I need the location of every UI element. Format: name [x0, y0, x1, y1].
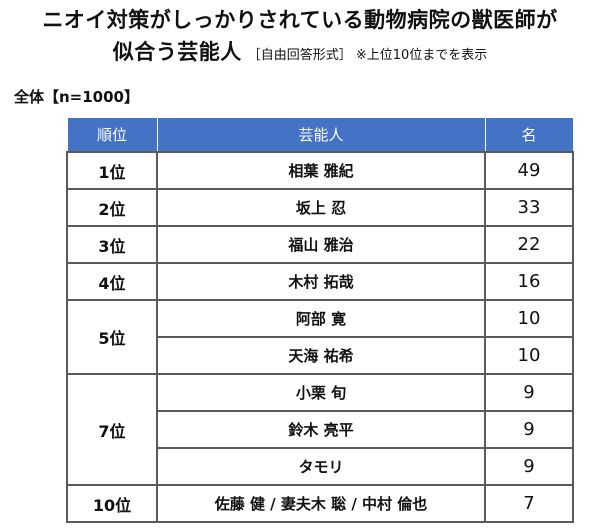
header-row: 順位 芸能人 名	[66, 117, 574, 153]
celebrity-cell: 佐藤 健 / 妻夫木 聡 / 中村 倫也	[156, 484, 486, 523]
count-cell: 9	[484, 447, 574, 486]
rank-cell: 5位	[66, 299, 158, 375]
rank-cell: 4位	[66, 262, 158, 301]
count-cell: 16	[484, 262, 574, 301]
title-main: 似合う芸能人	[112, 40, 242, 64]
header-rank: 順位	[66, 117, 158, 153]
title-note: ［自由回答形式］ ※上位10位までを表示	[247, 48, 488, 63]
table-row: 2位 坂上 忍 33	[66, 188, 574, 227]
celebrity-cell: 木村 拓哉	[156, 262, 486, 301]
celebrity-cell: 相葉 雅紀	[156, 151, 486, 190]
table-row: 4位 木村 拓哉 16	[66, 262, 574, 301]
count-cell: 49	[484, 151, 574, 190]
table-row: 天海 祐希 10	[67, 336, 574, 375]
celebrity-cell: タモリ	[156, 447, 486, 486]
count-cell: 9	[484, 373, 574, 412]
rank-cell: 2位	[66, 188, 158, 227]
count-cell: 7	[484, 484, 574, 523]
celebrity-cell: 福山 雅治	[156, 225, 486, 264]
header-count: 名	[484, 117, 574, 153]
rank-cell: 3位	[66, 225, 158, 264]
table-row: 5位 阿部 寛 10	[66, 299, 574, 375]
title-line-1: ニオイ対策がしっかりされている動物病院の獣医師が	[42, 8, 558, 32]
header-celebrity: 芸能人	[156, 117, 486, 153]
table-row: 7位 小栗 旬 9	[66, 373, 574, 486]
rank-cell: 1位	[66, 151, 158, 190]
count-cell: 9	[484, 410, 574, 449]
table-row: 1位 相葉 雅紀 49	[66, 151, 574, 190]
title-line-2: 似合う芸能人 ［自由回答形式］ ※上位10位までを表示	[0, 36, 600, 66]
sample-size-label: 全体【n=1000】	[14, 88, 139, 106]
celebrity-cell: 天海 祐希	[156, 336, 486, 375]
table-row: 鈴木 亮平 9	[67, 410, 574, 449]
count-cell: 33	[484, 188, 574, 227]
table-row: 10位 佐藤 健 / 妻夫木 聡 / 中村 倫也 7	[66, 484, 574, 523]
count-cell: 10	[484, 336, 574, 375]
ranking-table: 順位 芸能人 名 1位 相葉 雅紀 49 2位 坂上 忍 33 3位 福山 雅治…	[66, 117, 574, 523]
rank-cell: 10位	[66, 484, 158, 523]
table-row: 3位 福山 雅治 22	[66, 225, 574, 264]
celebrity-cell: 坂上 忍	[156, 188, 486, 227]
celebrity-cell: 阿部 寛	[156, 299, 486, 338]
celebrity-cell: 小栗 旬	[156, 373, 486, 412]
table-row: タモリ 9	[67, 447, 574, 486]
celebrity-cell: 鈴木 亮平	[156, 410, 486, 449]
count-cell: 22	[484, 225, 574, 264]
count-cell: 10	[484, 299, 574, 338]
rank-cell: 7位	[66, 373, 158, 486]
